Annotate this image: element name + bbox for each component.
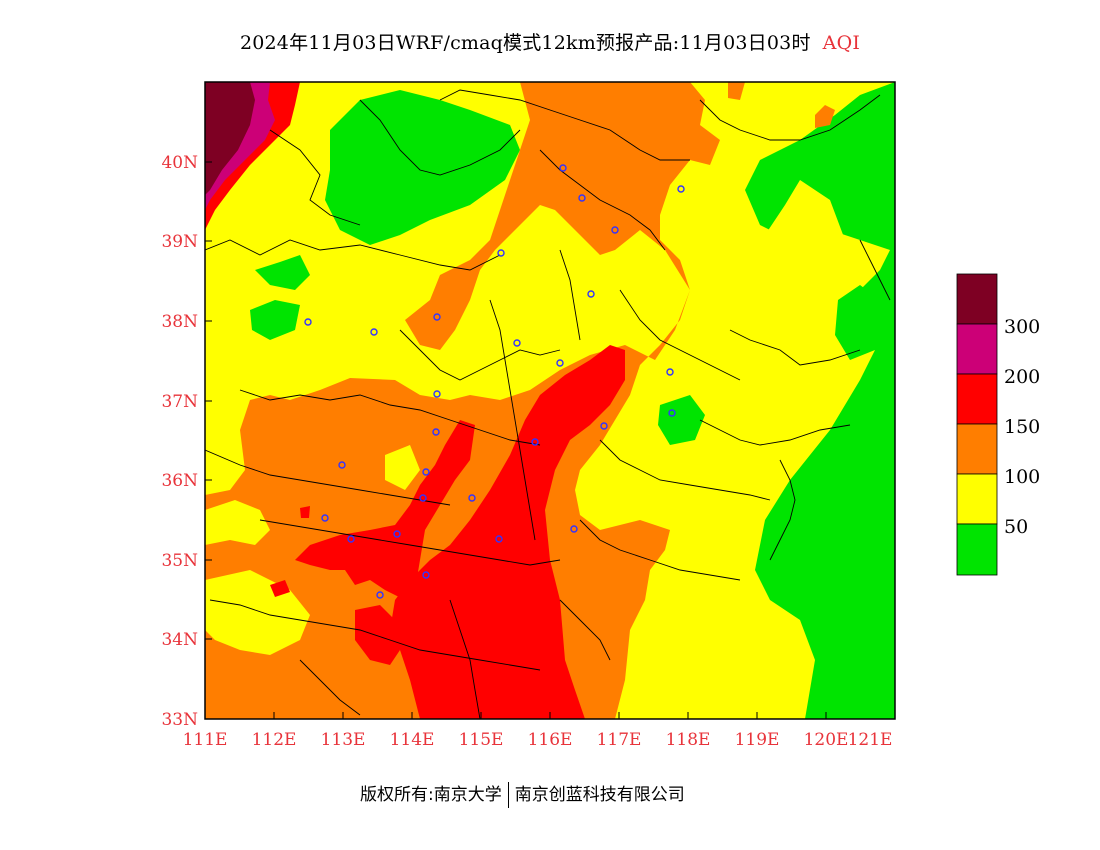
aqi-band-green-small3 — [658, 395, 705, 445]
lat-label-36n: 36N — [161, 471, 198, 491]
aqi-band-green-shandong-yellow-hole — [760, 180, 845, 290]
aqi-band-red-dot — [300, 506, 310, 518]
aqi-band-maroon — [205, 82, 255, 195]
lat-label-33n: 33N — [161, 710, 198, 730]
legend-swatch-yellow — [956, 473, 998, 525]
map-title: 2024年11月03日WRF/cmaq模式12km预报产品:11月03日03时 A… — [0, 28, 1100, 55]
aqi-band-orange-top — [728, 82, 745, 100]
aqi-band-green-small2 — [250, 300, 300, 340]
lon-label-115e: 115E — [459, 730, 504, 750]
aqi-band-green-east — [745, 82, 895, 719]
aqi-band-green-small4 — [835, 285, 880, 360]
legend-swatch-purple — [956, 323, 998, 375]
lon-label-114e: 114E — [390, 730, 435, 750]
legend-swatch-red — [956, 373, 998, 425]
aqi-band-orange-topright — [815, 105, 835, 128]
lon-label-117e: 117E — [597, 730, 642, 750]
aqi-band-red-west — [295, 420, 475, 600]
lat-label-38n: 38N — [161, 312, 198, 332]
lat-label-39n: 39N — [161, 232, 198, 252]
lon-label-111e: 111E — [183, 730, 228, 750]
lon-label-118e: 118E — [666, 730, 711, 750]
legend-label-150: 150 — [1004, 416, 1040, 438]
lon-label-120e: 120E — [804, 730, 849, 750]
lat-label-35n: 35N — [161, 551, 198, 571]
axis-ticks — [205, 161, 827, 719]
aqi-band-red-southwest — [355, 605, 400, 665]
legend-label-100: 100 — [1004, 466, 1040, 488]
lon-label-121e: 121E — [848, 730, 893, 750]
lon-label-112e: 112E — [252, 730, 297, 750]
lat-label-37n: 37N — [161, 392, 198, 412]
copyright-footer: 版权所有:南京大学 南京创蓝科技有限公司 — [360, 780, 685, 808]
admin-boundaries — [205, 89, 891, 719]
copyright-owner: 版权所有:南京大学 — [360, 785, 502, 805]
aqi-band-yellow-sw1 — [205, 500, 270, 545]
longitude-labels: 111E 112E 113E 114E 115E 116E 117E 118E … — [183, 730, 893, 750]
monitoring-stations — [304, 164, 685, 599]
footer-divider — [507, 782, 509, 808]
title-text: 2024年11月03日WRF/cmaq模式12km预报产品:11月03日03时 — [239, 32, 811, 54]
lat-label-40n: 40N — [161, 153, 198, 173]
aqi-fill-layers — [205, 82, 895, 719]
latitude-labels: 33N 34N 35N 36N 37N 38N 39N 40N — [161, 153, 198, 730]
lat-label-34n: 34N — [161, 630, 198, 650]
lon-label-116e: 116E — [528, 730, 573, 750]
legend-label-300: 300 — [1004, 316, 1040, 338]
aqi-band-green-small1 — [255, 255, 310, 290]
legend-swatch-orange — [956, 423, 998, 475]
lon-label-113e: 113E — [321, 730, 366, 750]
aqi-band-green-northwest — [325, 90, 520, 245]
legend-label-200: 200 — [1004, 366, 1040, 388]
aqi-band-red-main — [390, 345, 625, 719]
lon-label-119e: 119E — [735, 730, 780, 750]
copyright-company: 南京创蓝科技有限公司 — [514, 785, 685, 805]
legend-label-50: 50 — [1004, 516, 1028, 538]
aqi-legend: 50 100 150 200 300 — [956, 273, 1040, 576]
aqi-band-yellow-center — [385, 445, 420, 490]
legend-swatch-green — [956, 523, 998, 576]
legend-swatch-maroon — [956, 273, 998, 325]
title-variable: AQI — [822, 32, 861, 54]
aqi-band-red-dot2 — [270, 580, 290, 597]
